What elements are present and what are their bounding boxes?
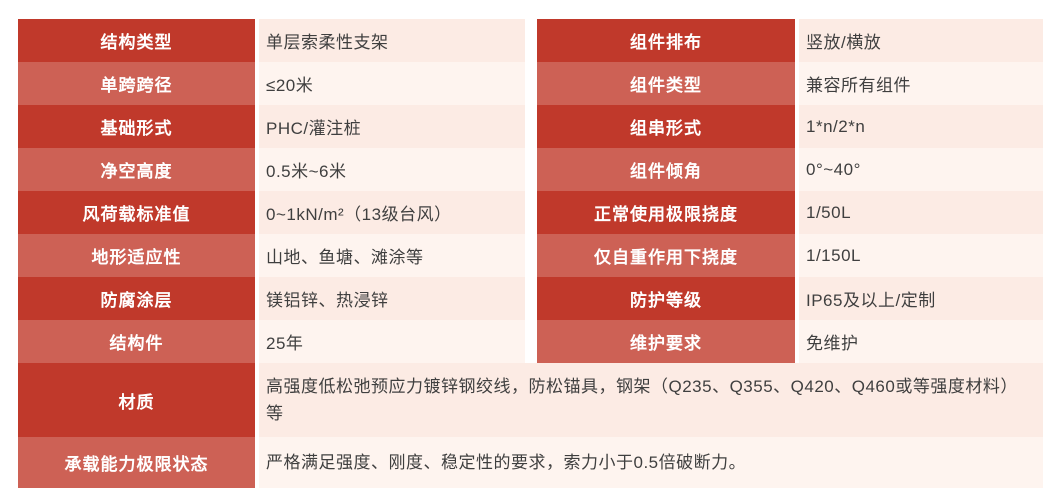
spec-value: ≤20米 (259, 62, 525, 105)
spec-label: 结构类型 (18, 19, 255, 62)
spec-value: 0.5米~6米 (259, 148, 525, 191)
spec-label: 风荷载标准值 (18, 191, 255, 234)
spec-value: PHC/灌注桩 (259, 105, 525, 148)
spec-value: 兼容所有组件 (799, 62, 1043, 105)
table-row: 单跨跨径 ≤20米 组件类型 兼容所有组件 (18, 62, 1043, 105)
spec-label: 组件类型 (537, 62, 795, 105)
spec-label: 防护等级 (537, 277, 795, 320)
spec-label: 组件排布 (537, 19, 795, 62)
spec-value: 竖放/横放 (799, 19, 1043, 62)
table-row: 基础形式 PHC/灌注桩 组串形式 1*n/2*n (18, 105, 1043, 148)
table-row: 风荷载标准值 0~1kN/m²（13级台风） 正常使用极限挠度 1/50L (18, 191, 1043, 234)
spec-value: 单层索柔性支架 (259, 19, 525, 62)
spec-label: 材质 (18, 363, 255, 437)
spec-label: 防腐涂层 (18, 277, 255, 320)
table-row: 结构件 25年 维护要求 免维护 (18, 320, 1043, 363)
spec-value: 0~1kN/m²（13级台风） (259, 191, 525, 234)
spec-label: 单跨跨径 (18, 62, 255, 105)
spec-value: 0°~40° (799, 148, 1043, 191)
spec-label: 结构件 (18, 320, 255, 363)
spec-value: 1*n/2*n (799, 105, 1043, 148)
table-row: 结构类型 单层索柔性支架 组件排布 竖放/横放 (18, 19, 1043, 62)
table-row-materials: 材质 高强度低松弛预应力镀锌钢绞线，防松锚具，钢架（Q235、Q355、Q420… (18, 363, 1043, 437)
spec-value: 镁铝锌、热浸锌 (259, 277, 525, 320)
spec-label: 承载能力极限状态 (18, 437, 255, 488)
spec-label: 组串形式 (537, 105, 795, 148)
spec-label: 组件倾角 (537, 148, 795, 191)
table-row: 防腐涂层 镁铝锌、热浸锌 防护等级 IP65及以上/定制 (18, 277, 1043, 320)
spec-label: 地形适应性 (18, 234, 255, 277)
spec-value: 1/50L (799, 191, 1043, 234)
table-row: 净空高度 0.5米~6米 组件倾角 0°~40° (18, 148, 1043, 191)
spec-value: 25年 (259, 320, 525, 363)
spec-value: 1/150L (799, 234, 1043, 277)
spec-label: 正常使用极限挠度 (537, 191, 795, 234)
spec-value: 高强度低松弛预应力镀锌钢绞线，防松锚具，钢架（Q235、Q355、Q420、Q4… (259, 363, 1043, 437)
spec-value: 严格满足强度、刚度、稳定性的要求，索力小于0.5倍破断力。 (259, 437, 1043, 488)
spec-value: IP65及以上/定制 (799, 277, 1043, 320)
table-row: 地形适应性 山地、鱼塘、滩涂等 仅自重作用下挠度 1/150L (18, 234, 1043, 277)
table-row-bearing-capacity: 承载能力极限状态 严格满足强度、刚度、稳定性的要求，索力小于0.5倍破断力。 (18, 437, 1043, 488)
spec-label: 基础形式 (18, 105, 255, 148)
spec-label: 仅自重作用下挠度 (537, 234, 795, 277)
spec-label: 净空高度 (18, 148, 255, 191)
spec-value: 山地、鱼塘、滩涂等 (259, 234, 525, 277)
spec-value: 免维护 (799, 320, 1043, 363)
spec-label: 维护要求 (537, 320, 795, 363)
